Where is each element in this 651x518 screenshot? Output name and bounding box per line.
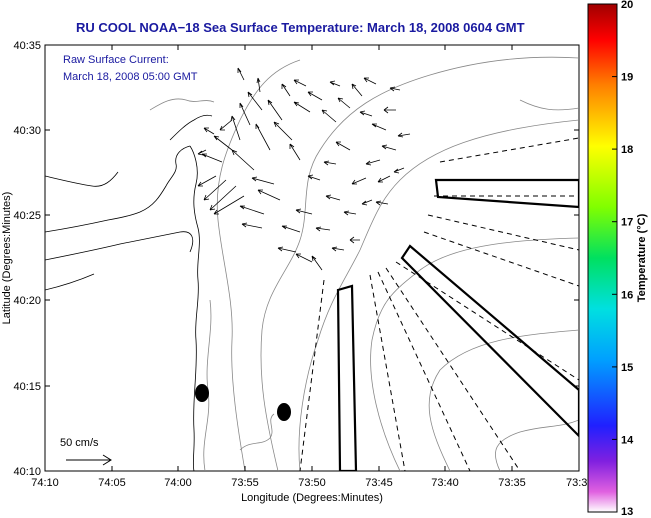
y-tick-label: 40:30 [13, 125, 41, 137]
raw-current-label: Raw Surface Current: [63, 54, 169, 66]
colorbar-tick-label: 15 [621, 362, 633, 374]
y-tick-label: 40:20 [13, 295, 41, 307]
y-tick-label: 40:10 [13, 466, 41, 478]
scale-label: 50 cm/s [60, 437, 99, 449]
x-tick-label: 73:35 [498, 477, 526, 489]
mooring-marker-east [277, 403, 291, 421]
colorbar-tick-label: 14 [621, 434, 634, 446]
x-tick-label: 73:3 [566, 477, 587, 489]
survey-boxes [336, 178, 579, 471]
x-tick-label: 73:50 [298, 477, 326, 489]
y-tick-label: 40:15 [13, 381, 41, 393]
x-tick-label: 73:55 [231, 477, 259, 489]
x-axis: 74:10 74:05 74:00 73:55 73:50 73:45 73:4… [31, 45, 587, 504]
y-axis: 40:35 40:30 40:25 40:20 40:15 40:10 Lati… [1, 40, 579, 478]
x-tick-label: 74:05 [98, 477, 126, 489]
mooring-marker-west [195, 384, 209, 402]
figure-title: RU COOL NOAA−18 Sea Surface Temperature:… [76, 20, 525, 35]
y-tick-label: 40:35 [13, 40, 41, 52]
temperature-colorbar: 20 19 18 17 16 15 14 13 Temperature (°C) [587, 0, 648, 518]
raw-current-time: March 18, 2008 05:00 GMT [63, 71, 198, 83]
colorbar-tick-label: 18 [621, 144, 633, 156]
colorbar-tick-label: 17 [621, 217, 633, 229]
x-tick-label: 74:10 [31, 477, 59, 489]
map-layers [45, 56, 579, 471]
coastline [45, 114, 213, 471]
bathymetry-contours [149, 56, 579, 471]
x-axis-label: Longitude (Degrees:Minutes) [241, 492, 383, 504]
colorbar-tick-label: 16 [621, 289, 633, 301]
colorbar-label: Temperature (°C) [636, 213, 648, 302]
y-axis-label: Latitude (Degrees:Minutes) [1, 192, 13, 325]
colorbar-tick-label: 19 [621, 72, 633, 84]
x-tick-label: 73:45 [365, 477, 393, 489]
scale-arrow [66, 454, 112, 466]
colorbar-tick-label: 13 [621, 506, 633, 518]
x-tick-label: 74:00 [164, 477, 192, 489]
colorbar-tick-label: 20 [621, 0, 633, 11]
x-tick-label: 73:40 [431, 477, 459, 489]
y-tick-label: 40:25 [13, 210, 41, 222]
surface-current-vectors [197, 67, 411, 271]
